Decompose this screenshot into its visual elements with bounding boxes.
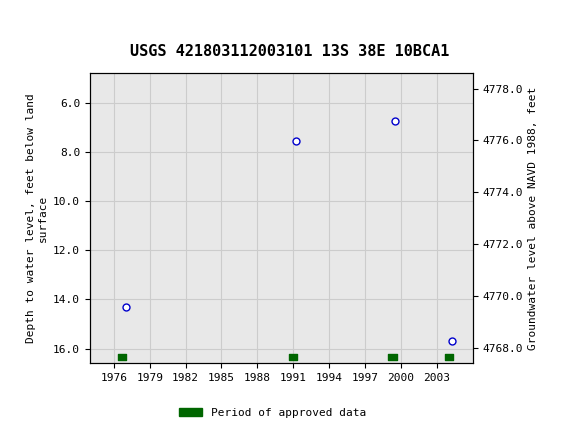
Y-axis label: Groundwater level above NAVD 1988, feet: Groundwater level above NAVD 1988, feet — [528, 86, 538, 350]
Legend: Period of approved data: Period of approved data — [175, 403, 370, 422]
Text: ≋USGS: ≋USGS — [3, 12, 74, 31]
Y-axis label: Depth to water level, feet below land
surface: Depth to water level, feet below land su… — [26, 93, 48, 343]
Text: USGS 421803112003101 13S 38E 10BCA1: USGS 421803112003101 13S 38E 10BCA1 — [130, 44, 450, 59]
